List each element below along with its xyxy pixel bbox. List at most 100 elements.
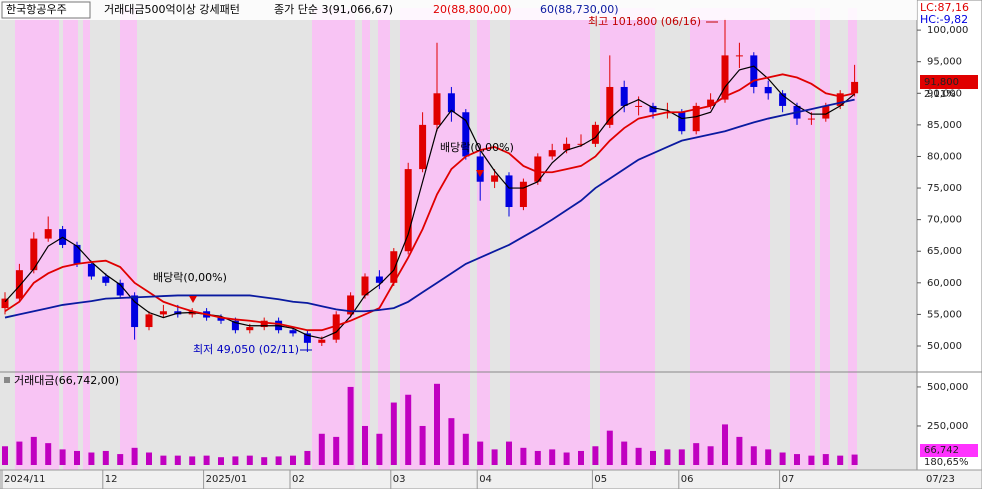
candle-body — [318, 339, 326, 343]
candle-body — [635, 105, 643, 107]
candle-body — [462, 112, 470, 157]
x-tick-label: 07 — [782, 474, 795, 485]
y-tick-label: 60,000 — [927, 278, 962, 289]
dividend-annotation: 배당락(0,00%) — [440, 141, 514, 154]
dividend-marker — [189, 296, 197, 303]
stock-name[interactable]: 한국항공우주 — [6, 3, 67, 16]
volume-bar — [534, 450, 541, 465]
volume-bar — [261, 457, 268, 465]
volume-bar — [246, 455, 253, 465]
candle-body — [491, 175, 499, 182]
moving-average-line — [4, 65, 855, 340]
volume-bar — [520, 447, 527, 465]
candle-body — [836, 93, 844, 106]
candle-body — [404, 169, 412, 252]
candle-body — [563, 143, 571, 151]
volume-bar — [333, 436, 340, 465]
volume-bar — [189, 456, 196, 465]
volume-bar — [419, 425, 426, 465]
candle-body — [73, 244, 81, 264]
candle-body — [433, 93, 441, 125]
candle-body — [145, 314, 153, 328]
volume-bar — [376, 433, 383, 465]
volume-bar — [563, 452, 570, 465]
y-tick-label: 100,000 — [927, 25, 968, 36]
volume-bar — [822, 454, 829, 465]
volume-ratio-label: 180,65% — [924, 457, 969, 468]
volume-bar — [707, 446, 714, 465]
volume-bar — [736, 436, 743, 465]
high-annotation: 최고 101,800 (06/16) — [588, 15, 701, 28]
candle-body — [649, 105, 657, 113]
ma3-label: 종가 단순 3(91,066,67) — [274, 3, 393, 16]
volume-bar — [635, 447, 642, 465]
y-tick-label: 85,000 — [927, 120, 962, 131]
y-tick-label: 65,000 — [927, 246, 962, 257]
y-tick-label: 80,000 — [927, 151, 962, 162]
volume-bar — [578, 450, 584, 465]
volume-y-tick-label: 500,000 — [927, 382, 968, 393]
last-price-tag — [920, 75, 978, 89]
candle-body — [779, 93, 787, 106]
volume-bar — [318, 433, 325, 465]
volume-bar — [851, 454, 858, 465]
volume-bar — [74, 450, 80, 465]
volume-bar — [549, 449, 556, 465]
candle-body — [534, 156, 542, 182]
last-price-label: 91,800 — [924, 77, 959, 88]
candle-body — [476, 156, 484, 182]
candle-body — [519, 181, 527, 208]
volume-bar — [506, 441, 512, 465]
candle-body — [707, 99, 715, 106]
candle-body — [131, 295, 139, 328]
candle-body — [15, 270, 23, 299]
volume-bar — [218, 457, 224, 465]
volume-bar — [88, 452, 95, 465]
volume-bar — [664, 449, 671, 465]
candle-body — [303, 333, 311, 343]
volume-bar — [650, 450, 656, 465]
volume-bar — [304, 450, 311, 465]
candle-body — [807, 118, 815, 120]
volume-bar — [174, 455, 181, 465]
candle-body — [822, 105, 830, 119]
candle-body — [735, 55, 743, 57]
low-annotation: 최저 49,050 (02/11) — [193, 343, 299, 356]
volume-bar — [2, 446, 8, 465]
volume-tag — [920, 444, 978, 457]
x-tick-label: 04 — [479, 474, 492, 485]
volume-bar — [362, 425, 368, 465]
volume-bar — [131, 447, 138, 465]
x-tick-label: 2025/01 — [206, 474, 248, 485]
dividend-annotation: 배당락(0,00%) — [153, 271, 227, 284]
volume-bar — [203, 455, 210, 465]
volume-bar — [30, 436, 37, 465]
volume-bar — [102, 450, 109, 465]
candle-body — [87, 263, 95, 277]
volume-bar — [794, 454, 800, 465]
stock-name-box[interactable] — [1, 1, 91, 19]
moving-average-line — [4, 98, 855, 319]
moving-average-line — [4, 73, 855, 332]
x-tick-label: 2024/11 — [4, 474, 46, 485]
y-tick-label: 50,000 — [927, 341, 962, 352]
volume-bar — [146, 452, 152, 465]
y-tick-label: 55,000 — [927, 309, 962, 320]
y-tick-label: 90,000 — [927, 88, 962, 99]
volume-bar — [462, 433, 469, 465]
y-tick-label: 95,000 — [927, 57, 962, 68]
volume-bar — [491, 449, 498, 465]
volume-bar — [117, 454, 124, 465]
volume-bar — [837, 455, 844, 465]
volume-y-tick-label: 250,000 — [927, 421, 968, 432]
volume-last-label: 66,742 — [924, 445, 959, 456]
ma20-label: 20(88,800,00) — [433, 3, 512, 16]
x-tick-label: 12 — [105, 474, 118, 485]
x-tick-label: 05 — [594, 474, 607, 485]
volume-bar — [693, 443, 700, 465]
volume-bar — [160, 455, 167, 465]
candle-body — [44, 229, 52, 239]
candle-body — [692, 105, 700, 132]
